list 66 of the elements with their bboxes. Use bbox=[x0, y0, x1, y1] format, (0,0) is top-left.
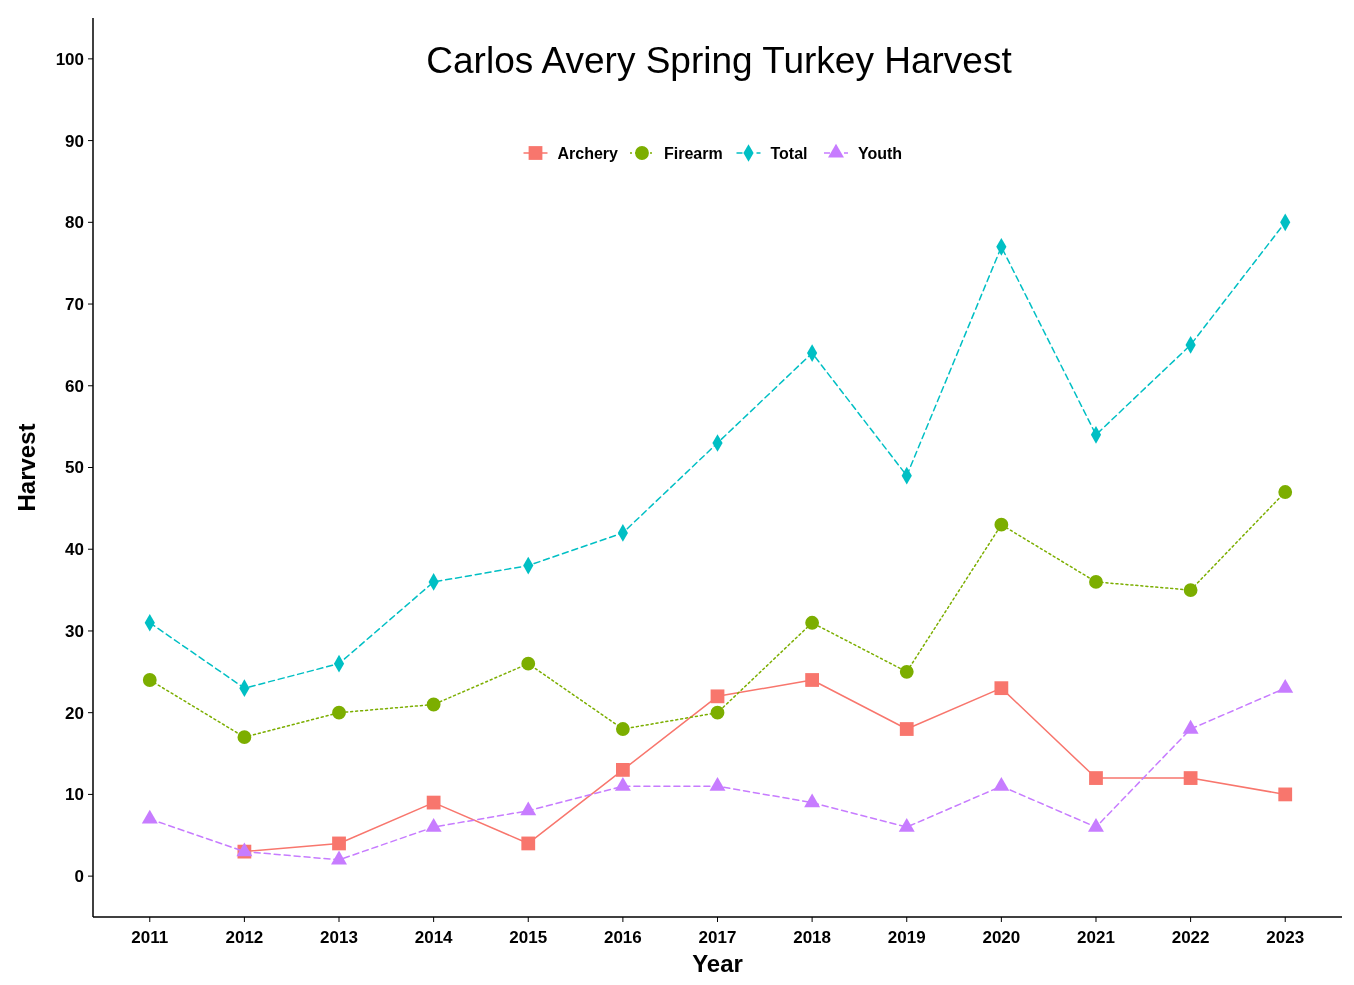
point bbox=[805, 615, 820, 630]
point bbox=[615, 763, 630, 777]
y-tick-label: 0 bbox=[74, 867, 84, 887]
x-tick-label: 2022 bbox=[1171, 928, 1210, 947]
legend-label: Youth bbox=[858, 144, 903, 162]
y-tick-label: 40 bbox=[65, 540, 84, 560]
x-tick-label: 2011 bbox=[131, 928, 169, 947]
point bbox=[1183, 583, 1198, 597]
point bbox=[141, 809, 158, 824]
x-tick-label: 2020 bbox=[982, 928, 1021, 947]
point bbox=[1089, 575, 1103, 589]
legend-label: Total bbox=[770, 144, 808, 162]
x-tick-label: 2013 bbox=[320, 928, 358, 947]
point bbox=[332, 836, 346, 851]
x-tick-label: 2018 bbox=[793, 928, 832, 947]
y-tick-label: 100 bbox=[55, 49, 84, 69]
point bbox=[1088, 817, 1104, 832]
point bbox=[1183, 771, 1198, 785]
legend-label: Firearm bbox=[664, 144, 723, 162]
point bbox=[332, 705, 346, 720]
text: Carlos Avery Spring Turkey Harvest bbox=[426, 40, 1013, 81]
legend-label: Archery bbox=[557, 144, 619, 162]
point bbox=[1278, 787, 1293, 802]
point bbox=[993, 777, 1010, 791]
x-tick-label: 2014 bbox=[414, 928, 454, 947]
point bbox=[710, 689, 725, 704]
point bbox=[804, 793, 821, 808]
x-tick-label: 2023 bbox=[1266, 928, 1305, 947]
point bbox=[521, 656, 536, 671]
y-tick-label: 80 bbox=[65, 213, 84, 233]
point bbox=[710, 705, 725, 720]
point bbox=[614, 777, 631, 791]
y-tick-label: 50 bbox=[65, 458, 84, 478]
x-axis-title: Year bbox=[692, 950, 743, 977]
point bbox=[520, 801, 537, 816]
point bbox=[1089, 771, 1103, 785]
point bbox=[615, 722, 630, 736]
x-tick-label: 2019 bbox=[887, 928, 926, 947]
point bbox=[521, 836, 536, 851]
y-tick-label: 10 bbox=[65, 785, 84, 805]
x-tick-label: 2021 bbox=[1077, 928, 1115, 947]
x-tick-label: 2012 bbox=[225, 928, 264, 947]
point bbox=[1278, 485, 1293, 499]
point bbox=[899, 664, 914, 679]
x-tick-label: 2017 bbox=[698, 928, 737, 947]
point bbox=[237, 730, 252, 745]
y-axis-title: Harvest bbox=[13, 423, 40, 512]
y-tick-label: 60 bbox=[65, 376, 84, 396]
y-tick-label: 90 bbox=[65, 131, 84, 151]
point bbox=[426, 697, 441, 712]
point bbox=[805, 673, 820, 687]
point bbox=[994, 517, 1009, 532]
point bbox=[425, 817, 442, 832]
point bbox=[994, 681, 1009, 696]
y-tick-label: 30 bbox=[65, 621, 84, 641]
y-tick-label: 70 bbox=[65, 295, 84, 314]
point bbox=[1182, 719, 1199, 734]
point bbox=[898, 817, 915, 832]
point bbox=[899, 722, 914, 736]
point bbox=[331, 850, 347, 865]
y-tick-label: 20 bbox=[65, 703, 84, 723]
x-tick-label: 2015 bbox=[509, 928, 548, 947]
point bbox=[142, 673, 157, 687]
point bbox=[426, 795, 441, 810]
point bbox=[709, 777, 726, 791]
x-tick-label: 2016 bbox=[603, 928, 642, 947]
